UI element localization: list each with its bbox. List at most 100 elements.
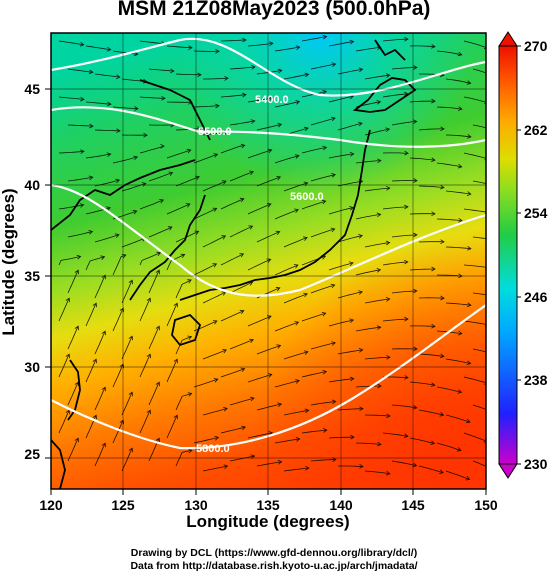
- streamline: [220, 253, 244, 266]
- streamline-arrowhead: [467, 245, 472, 251]
- streamline: [193, 153, 218, 164]
- streamline-arrowhead: [74, 381, 79, 387]
- streamline: [382, 38, 408, 42]
- streamline-arrowhead: [458, 217, 463, 223]
- streamline-arrowhead: [349, 261, 354, 266]
- streamline-arrowhead: [349, 206, 354, 211]
- streamline: [418, 185, 444, 188]
- y-tick-marks: [45, 88, 51, 459]
- streamline: [382, 93, 408, 98]
- streamline-arrowhead: [494, 294, 498, 298]
- streamline-arrowhead: [304, 72, 310, 78]
- streamline: [310, 401, 336, 406]
- streamline: [274, 101, 300, 108]
- streamline-arrowhead: [439, 353, 445, 359]
- streamline: [85, 256, 105, 271]
- streamline-arrowhead: [115, 74, 121, 80]
- streamline: [301, 429, 327, 434]
- streamline-arrowhead: [146, 409, 151, 415]
- streamline: [247, 97, 273, 103]
- streamline: [274, 321, 299, 332]
- streamline: [67, 326, 79, 350]
- streamline-arrowhead: [76, 254, 82, 260]
- streamline: [67, 176, 93, 182]
- streamline: [220, 94, 246, 98]
- streamline-arrowhead: [116, 128, 121, 134]
- streamline-arrowhead: [404, 150, 409, 156]
- streamline-arrowhead: [385, 470, 391, 476]
- streamline-arrowhead: [457, 106, 463, 111]
- contour-label: 5600.0: [290, 191, 324, 203]
- streamline-arrowhead: [331, 399, 337, 405]
- streamline: [202, 349, 227, 360]
- streamline: [256, 345, 281, 355]
- streamline-arrowhead: [134, 106, 139, 111]
- streamline-arrowhead: [101, 442, 106, 448]
- streamline-arrowhead: [195, 175, 200, 181]
- streamline: [463, 208, 486, 213]
- streamline: [364, 414, 391, 417]
- streamline-arrowhead: [128, 335, 133, 341]
- streamline: [355, 46, 381, 52]
- streamline: [67, 270, 79, 294]
- streamline: [58, 256, 81, 266]
- streamline: [202, 408, 228, 416]
- streamline-arrowhead: [107, 101, 112, 107]
- streamline: [166, 415, 178, 439]
- streamline-arrowhead: [456, 447, 462, 452]
- streamline: [409, 325, 436, 327]
- x-tick-label: 120: [39, 497, 63, 513]
- streamline-arrowhead: [167, 226, 173, 231]
- streamline-arrowhead: [330, 227, 336, 233]
- streamline-arrowhead: [377, 158, 382, 164]
- streamline-arrowhead: [430, 440, 436, 445]
- streamline: [58, 298, 70, 322]
- streamline-arrowhead: [377, 383, 382, 389]
- streamline-arrowhead: [439, 469, 444, 474]
- streamline-arrowhead: [79, 203, 85, 208]
- streamline: [121, 392, 133, 416]
- streamline: [94, 331, 106, 355]
- streamline-arrowhead: [197, 126, 202, 132]
- streamline-arrowhead: [331, 62, 337, 67]
- streamline: [202, 235, 226, 248]
- wind-streamlines: [58, 34, 498, 481]
- streamline: [472, 460, 486, 467]
- streamline: [112, 308, 124, 332]
- credit-data: Data from http://database.rish.kyoto-u.a…: [130, 560, 418, 572]
- streamline-arrowhead: [74, 325, 79, 331]
- streamline-arrowhead: [267, 373, 273, 378]
- streamline: [67, 124, 94, 127]
- streamline-arrowhead: [439, 412, 445, 417]
- streamline: [355, 385, 381, 388]
- streamline-arrowhead: [173, 358, 178, 364]
- streamline-arrowhead: [331, 173, 336, 178]
- streamline-arrowhead: [386, 413, 391, 419]
- streamline-arrowhead: [349, 151, 355, 157]
- streamline: [203, 77, 229, 80]
- streamline: [202, 291, 226, 304]
- x-axis-label: Longitude (degrees): [186, 512, 349, 531]
- streamline-arrowhead: [303, 292, 308, 298]
- streamline: [148, 68, 174, 72]
- streamline-arrowhead: [465, 476, 471, 481]
- streamline-arrowhead: [376, 212, 382, 218]
- streamline: [274, 155, 300, 164]
- streamline-arrowhead: [305, 465, 310, 471]
- streamline-arrowhead: [80, 96, 85, 102]
- streamline-arrowhead: [240, 367, 246, 373]
- y-tick-label: 35: [24, 268, 40, 284]
- colorbar-tick-label: 270: [524, 38, 548, 54]
- streamline: [382, 261, 408, 266]
- streamline: [409, 157, 435, 161]
- streamline: [256, 461, 282, 467]
- streamline-arrowhead: [65, 297, 70, 303]
- streamline-arrowhead: [358, 347, 364, 353]
- streamline: [175, 279, 192, 299]
- streamline: [58, 410, 70, 434]
- contour-label: 5400.0: [255, 94, 289, 106]
- streamline-arrowhead: [404, 36, 409, 42]
- streamline-arrowhead: [494, 238, 498, 242]
- streamline-arrowhead: [440, 184, 445, 190]
- streamline-arrowhead: [187, 392, 193, 397]
